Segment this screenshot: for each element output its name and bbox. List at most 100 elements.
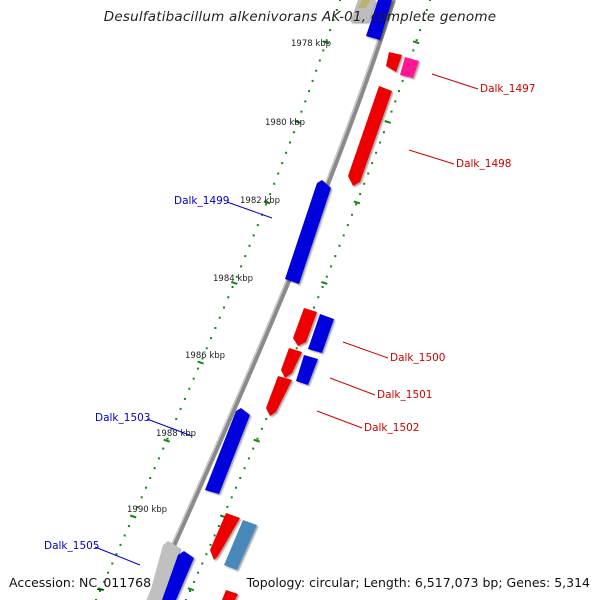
- gene-feature-lower-red[interactable]: [210, 513, 240, 560]
- minor-tick-inner: [256, 224, 259, 227]
- minor-tick-outer: [338, 244, 341, 247]
- minor-tick-inner: [289, 141, 291, 144]
- minor-tick-inner: [273, 182, 276, 185]
- gene-label-dalk-1505[interactable]: Dalk_1505: [44, 540, 100, 552]
- minor-tick-outer: [390, 110, 393, 113]
- minor-tick-inner: [157, 457, 160, 460]
- minor-tick-inner: [265, 203, 268, 206]
- minor-tick-inner: [329, 29, 332, 32]
- minor-tick-inner: [240, 265, 243, 268]
- minor-tick-outer: [371, 162, 374, 165]
- gene-feature-dalk-1503[interactable]: [205, 408, 250, 494]
- major-tick: [322, 40, 330, 45]
- minor-tick-outer: [429, 0, 431, 1]
- minor-tick-inner: [248, 244, 251, 247]
- minor-tick-outer: [243, 467, 246, 470]
- gene-feature-dalk-1497-a[interactable]: [386, 52, 402, 72]
- minor-tick-inner: [332, 19, 335, 22]
- minor-tick-outer: [346, 224, 349, 227]
- tick-label-1978: 1978 kbp: [291, 39, 331, 49]
- minor-tick-outer: [252, 447, 255, 450]
- minor-tick-inner: [339, 0, 341, 1]
- minor-tick-outer: [367, 172, 370, 175]
- minor-tick-outer: [295, 347, 298, 350]
- minor-tick-inner: [201, 357, 204, 360]
- minor-tick-outer: [342, 234, 345, 237]
- minor-tick-outer: [230, 496, 233, 499]
- minor-tick-inner: [136, 505, 139, 508]
- minor-tick-inner: [252, 234, 255, 237]
- gene-feature-partial-olive[interactable]: [358, 0, 370, 8]
- gene-feature-dalk-1505-gray[interactable]: [148, 541, 180, 600]
- gene-feature-dalk-1501-red[interactable]: [281, 348, 302, 378]
- gene-feature-dalk-1500-red[interactable]: [293, 308, 317, 346]
- tick-labels: 1978 kbp 1980 kbp 1982 kbp 1984 kbp 1986…: [127, 39, 331, 515]
- minor-tick-inner: [277, 172, 280, 175]
- gene-label-dalk-1498[interactable]: Dalk_1498: [456, 158, 512, 170]
- minor-tick-inner: [325, 39, 328, 42]
- minor-tick-outer: [201, 562, 204, 565]
- gene-label-dalk-1502[interactable]: Dalk_1502: [364, 422, 420, 434]
- minor-tick-outer: [317, 296, 320, 299]
- gene-label-dalk-1500[interactable]: Dalk_1500: [390, 352, 446, 364]
- minor-tick-outer: [375, 151, 378, 154]
- minor-tick-inner: [281, 162, 284, 165]
- minor-tick-outer: [226, 505, 229, 508]
- minor-tick-inner: [111, 562, 114, 565]
- major-ticks: [97, 40, 420, 592]
- gene-feature-dalk-1498[interactable]: [348, 86, 392, 186]
- minor-tick-outer: [247, 457, 250, 460]
- minor-tick-inner: [179, 407, 182, 410]
- minor-tick-inner: [183, 397, 186, 400]
- minor-tick-inner: [115, 553, 118, 556]
- minor-tick-outer: [330, 265, 333, 268]
- gene-features: [148, 0, 419, 600]
- minor-tick-outer: [265, 417, 268, 420]
- gene-feature-lower-steelblue[interactable]: [224, 520, 257, 570]
- major-tick: [412, 40, 420, 45]
- minor-tick-inner: [292, 131, 295, 134]
- gene-feature-dalk-1501-blue[interactable]: [296, 355, 318, 385]
- genome-title: Desulfatibacillum alkenivorans AK-01, co…: [103, 9, 497, 25]
- gene-feature-dalk-1499[interactable]: [285, 180, 331, 284]
- minor-tick-inner: [231, 286, 234, 288]
- gene-labels: Dalk_1497 Dalk_1498 Dalk_1499 Dalk_1500 …: [44, 83, 536, 552]
- gene-feature-dalk-1500-blue[interactable]: [308, 314, 334, 353]
- gene-label-dalk-1497[interactable]: Dalk_1497: [480, 83, 536, 95]
- gene-feature-partial-gray[interactable]: [350, 0, 376, 22]
- gene-label-dalk-1503[interactable]: Dalk_1503: [95, 412, 151, 424]
- minor-tick-inner: [205, 347, 208, 350]
- minor-tick-outer: [193, 580, 196, 583]
- minor-tick-inner: [315, 69, 318, 72]
- minor-tick-outer: [217, 525, 220, 527]
- minor-tick-outer: [256, 437, 259, 440]
- minor-tick-inner: [311, 79, 314, 82]
- minor-tick-inner: [318, 59, 321, 62]
- minor-tick-inner: [235, 275, 238, 278]
- minor-tick-inner: [269, 193, 272, 196]
- genome-backbone-highlight: [146, 0, 392, 600]
- minor-tick-inner: [103, 580, 106, 583]
- minor-tick-outer: [363, 182, 366, 185]
- minor-tick-outer: [313, 306, 315, 309]
- gene-feature-dalk-1497-b[interactable]: [400, 57, 419, 78]
- minor-tick-inner: [140, 496, 143, 499]
- accession-label: Accession: NC_011768: [9, 575, 152, 590]
- minor-tick-outer: [197, 571, 200, 574]
- gene-feature-dalk-1505-blue[interactable]: [162, 551, 194, 600]
- gene-feature-dalk-1502[interactable]: [266, 376, 292, 416]
- minor-tick-outer: [355, 203, 358, 206]
- topology-summary: Topology: circular; Length: 6,517,073 bp…: [246, 575, 590, 590]
- minor-tick-outer: [359, 193, 362, 196]
- minor-tick-inner: [308, 90, 310, 93]
- gene-label-dalk-1501[interactable]: Dalk_1501: [377, 389, 433, 401]
- gene-feature-partial-blue[interactable]: [366, 0, 392, 40]
- gene-feature-bottom-red[interactable]: [222, 590, 238, 600]
- major-tick: [187, 587, 195, 592]
- major-tick: [384, 119, 392, 124]
- tick-label-1982: 1982 kbp: [240, 196, 280, 206]
- gene-label-dalk-1499[interactable]: Dalk_1499: [174, 195, 230, 207]
- minor-tick-inner: [300, 110, 303, 113]
- major-tick: [197, 360, 204, 365]
- major-tick: [263, 200, 271, 205]
